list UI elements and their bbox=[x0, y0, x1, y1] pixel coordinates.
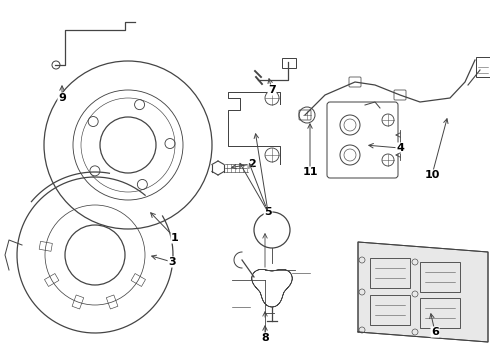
Bar bbox=[420, 262, 460, 292]
Text: 4: 4 bbox=[396, 143, 404, 153]
Bar bbox=[39, 241, 52, 251]
Bar bbox=[282, 58, 296, 68]
Text: 2: 2 bbox=[248, 159, 256, 169]
Text: 5: 5 bbox=[264, 207, 272, 217]
Text: 8: 8 bbox=[261, 333, 269, 343]
Bar bbox=[420, 298, 460, 328]
Bar bbox=[370, 295, 410, 325]
Text: 3: 3 bbox=[168, 257, 176, 267]
Bar bbox=[131, 274, 146, 287]
Polygon shape bbox=[358, 242, 488, 342]
Bar bbox=[106, 295, 118, 309]
Text: 10: 10 bbox=[424, 170, 440, 180]
Text: 9: 9 bbox=[58, 93, 66, 103]
Text: 11: 11 bbox=[302, 167, 318, 177]
Text: 7: 7 bbox=[268, 85, 276, 95]
Bar bbox=[72, 295, 84, 309]
Text: 1: 1 bbox=[171, 233, 179, 243]
Bar bbox=[370, 258, 410, 288]
Bar bbox=[476, 57, 490, 77]
Text: 6: 6 bbox=[431, 327, 439, 337]
Bar bbox=[45, 274, 59, 287]
